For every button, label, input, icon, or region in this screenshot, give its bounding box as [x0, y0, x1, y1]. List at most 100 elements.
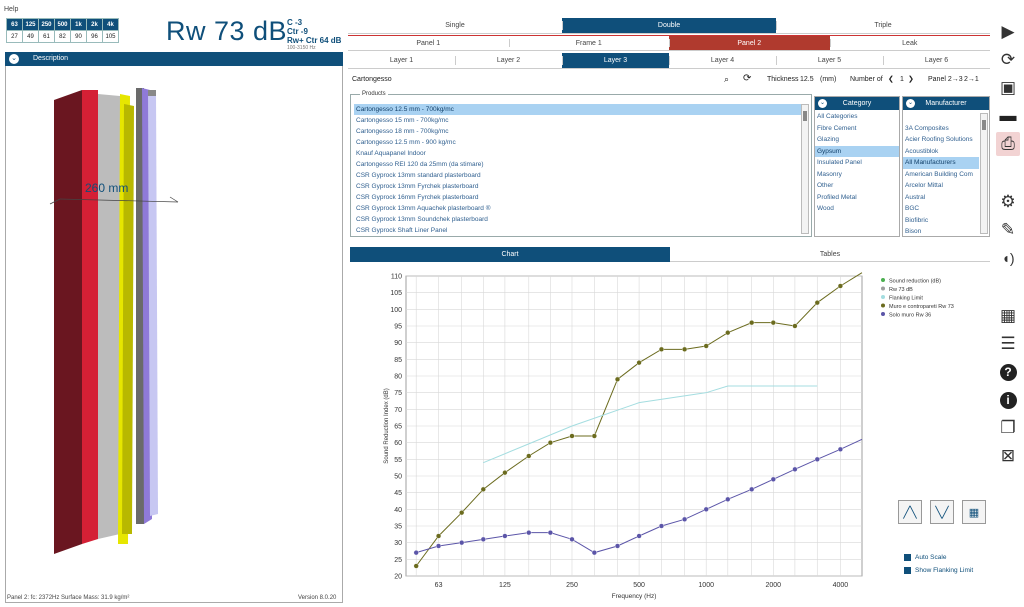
manufacturer-header: ⌄ Manufacturer: [903, 97, 989, 110]
wall-3d-model[interactable]: 260 mm: [40, 84, 200, 554]
tab-layer-5[interactable]: Layer 5: [776, 53, 883, 69]
legend-marker: [881, 286, 885, 291]
search-input[interactable]: Cartongesso: [352, 76, 392, 83]
edit-icon[interactable]: ✎: [1000, 220, 1016, 239]
product-item[interactable]: CSR Gyprock 13mm Fyrchek plasterboard: [356, 183, 479, 190]
products-scrollbar[interactable]: [801, 104, 809, 234]
product-item[interactable]: Cartongesso 12.5 mm - 900 kg/mc: [356, 139, 456, 146]
refresh-icon[interactable]: ⟳: [1000, 50, 1016, 69]
category-item[interactable]: Gypsum: [815, 145, 899, 157]
tab-frame-1[interactable]: Frame 1: [508, 36, 669, 51]
product-item[interactable]: CSR Gyprock 13mm standard plasterboard: [356, 172, 481, 179]
category-item[interactable]: Masonry: [817, 170, 842, 178]
tab-single[interactable]: Single: [348, 18, 562, 34]
increment-icon[interactable]: ❯: [908, 76, 914, 83]
x-tick-label: 4000: [833, 582, 849, 589]
tab-layer-1[interactable]: Layer 1: [348, 53, 455, 69]
decrement-icon[interactable]: ❮: [888, 76, 894, 83]
y-tick-label: 45: [394, 490, 402, 497]
tab-layer-4[interactable]: Layer 4: [669, 53, 776, 69]
chart-view-1-button[interactable]: ╱╲: [898, 500, 922, 524]
manufacturer-item[interactable]: BGC: [905, 205, 920, 212]
clipboard-icon[interactable]: ❐: [1000, 418, 1016, 437]
manufacturer-item[interactable]: 3A Composites: [905, 124, 949, 132]
info-icon[interactable]: i: [996, 388, 1020, 412]
show-flanking-checkbox[interactable]: Show Flanking Limit: [904, 567, 973, 574]
data-point: [569, 536, 575, 542]
collapse-icon[interactable]: ⌄: [818, 99, 827, 108]
collapse-icon[interactable]: ⌄: [9, 54, 19, 64]
calculator-icon[interactable]: ▦: [999, 306, 1017, 325]
product-item[interactable]: Cartongesso REI 120 da 25mm (da stimare): [356, 161, 484, 168]
manufacturer-item[interactable]: Arcelor Mittal: [905, 182, 943, 189]
data-point: [749, 320, 755, 326]
product-item[interactable]: Cartongesso 12.5 mm - 700kg/mc: [354, 104, 802, 115]
product-item[interactable]: Cartongesso 18 mm - 700kg/mc: [356, 128, 449, 135]
product-item[interactable]: CSR Gyprock 13mm Soundchek plasterboard: [356, 216, 488, 223]
tab-panel-2[interactable]: Panel 2: [669, 36, 830, 51]
manufacturer-item[interactable]: Austral: [905, 193, 926, 201]
tab-double[interactable]: Double: [562, 18, 776, 34]
data-point: [658, 523, 665, 529]
product-item[interactable]: CSR Gyprock Shaft Liner Panel: [356, 227, 448, 234]
data-point: [725, 496, 731, 502]
search-icon[interactable]: ⌕: [724, 74, 730, 84]
manufacturer-item[interactable]: American Building Com: [905, 170, 973, 178]
category-item[interactable]: Fibre Cement: [817, 124, 857, 132]
legend-label: Sound reduction (dB): [889, 278, 941, 284]
data-point: [435, 533, 442, 539]
manufacturer-item[interactable]: All Manufacturers: [903, 157, 979, 169]
product-item[interactable]: Cartongesso 15 mm - 700kg/mc: [356, 117, 449, 124]
tab-triple[interactable]: Triple: [776, 18, 990, 34]
manufacturer-item[interactable]: Bison: [905, 228, 922, 235]
play-icon[interactable]: ▶: [1001, 22, 1015, 41]
description-bar[interactable]: ⌄ Description: [5, 52, 343, 66]
category-item[interactable]: All Categories: [817, 113, 858, 120]
collapse-icon[interactable]: ⌄: [906, 99, 915, 108]
category-item[interactable]: Insulated Panel: [817, 159, 862, 166]
tab-panel-1[interactable]: Panel 1: [348, 36, 509, 51]
tab-layer-6[interactable]: Layer 6: [883, 53, 990, 69]
help-icon[interactable]: ?: [996, 360, 1020, 384]
print-icon[interactable]: ⎙: [996, 132, 1020, 156]
folder-icon[interactable]: ▬: [999, 106, 1017, 125]
number-input[interactable]: 1: [900, 76, 904, 83]
tab-layer-2[interactable]: Layer 2: [455, 53, 562, 69]
help-menu[interactable]: Help: [4, 6, 19, 13]
y-tick-label: 60: [394, 440, 402, 447]
tab-chart[interactable]: Chart: [350, 247, 670, 262]
product-item[interactable]: Knauf Aquapanel Indoor: [356, 150, 426, 157]
data-point: [480, 536, 486, 542]
save-icon[interactable]: ▣: [999, 78, 1017, 97]
data-point: [636, 533, 642, 539]
chart-view-2-button[interactable]: ╲╱: [930, 500, 954, 524]
category-item[interactable]: Other: [817, 182, 834, 189]
manufacturer-item[interactable]: [903, 111, 979, 123]
tab-tables[interactable]: Tables: [670, 247, 990, 262]
thickness-input[interactable]: 12.5: [800, 76, 814, 83]
category-item[interactable]: Wood: [817, 205, 834, 212]
refresh-icon[interactable]: ⟳: [743, 73, 752, 84]
auto-scale-checkbox[interactable]: Auto Scale: [904, 554, 946, 561]
data-point: [547, 530, 553, 536]
sound-reduction-chart[interactable]: 20 25 30 35 40 45 50 55 60 65 70 75 80 85 90 95 100 105 11…: [350, 264, 990, 602]
auto-scale-label: Auto Scale: [915, 554, 947, 562]
product-item[interactable]: CSR Gyprock 16mm Fyrchek plasterboard: [356, 194, 479, 201]
manufacturer-item[interactable]: Acier Roofing Solutions: [905, 136, 973, 143]
category-item[interactable]: Profiled Metal: [817, 193, 857, 201]
chart-export-button[interactable]: ▦: [962, 500, 986, 524]
tab-leak[interactable]: Leak: [829, 36, 990, 51]
products-list[interactable]: Cartongesso 12.5 mm - 700kg/mc Cartongess…: [350, 94, 812, 237]
sound-icon[interactable]: ◖): [1001, 250, 1015, 266]
notes-icon[interactable]: ☰: [1000, 334, 1016, 353]
manufacturer-item[interactable]: Acoustiblok: [905, 147, 939, 155]
close-document-icon[interactable]: ⊠: [1000, 446, 1016, 465]
manufacturer-scrollbar[interactable]: [980, 113, 988, 234]
tab-layer-3[interactable]: Layer 3: [562, 53, 669, 69]
category-item[interactable]: Glazing: [817, 136, 840, 143]
y-tick-label: 70: [394, 407, 402, 414]
product-item[interactable]: CSR Gyprock 13mm Aquachek plasterboard ®: [356, 205, 491, 212]
settings-icon[interactable]: ⚙: [1000, 192, 1016, 211]
manufacturer-item[interactable]: Biofibric: [905, 216, 929, 224]
category-header: ⌄ Category: [815, 97, 899, 110]
